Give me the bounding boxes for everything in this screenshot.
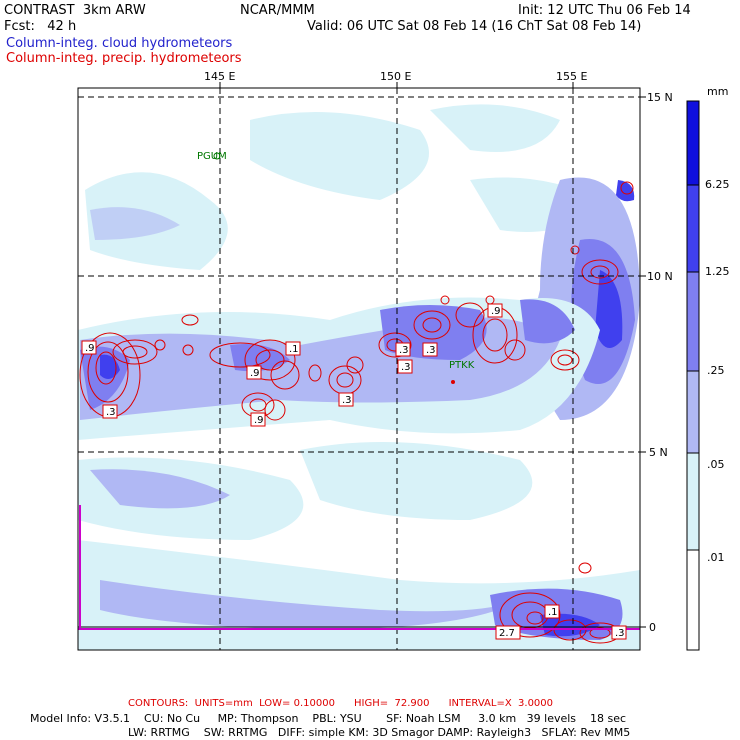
lon-label: 150 E — [380, 70, 412, 83]
contour-label: .3 — [615, 628, 625, 639]
colorbar-swatch — [686, 549, 700, 651]
contour-label: .3 — [426, 345, 436, 356]
cloud-legend: Column-integ. cloud hydrometeors — [6, 36, 233, 51]
contour-label: .1 — [548, 607, 558, 618]
colorbar-swatch — [686, 100, 700, 186]
model-info-line2: LW: RRTMG SW: RRTMG DIFF: simple KM: 3D … — [128, 726, 631, 739]
station-label-pgum: PGUM — [197, 151, 227, 162]
lat-label: 15 N — [647, 91, 673, 104]
colorbar — [686, 100, 700, 651]
grid-lines — [78, 88, 640, 650]
lon-label: 145 E — [204, 70, 236, 83]
lat-label: 0 — [649, 621, 656, 634]
precip-contours — [79, 181, 634, 644]
axis-ticks — [219, 82, 646, 628]
colorbar-swatch — [686, 370, 700, 454]
forecast-hour: Fcst: 42 h — [4, 19, 77, 34]
contour-info: CONTOURS: UNITS=mm LOW= 0.10000 HIGH= 72… — [128, 698, 554, 709]
colorbar-swatch — [686, 271, 700, 372]
colorbar-level: .01 — [707, 551, 725, 564]
station-label-ptkk: PTKK — [449, 360, 475, 371]
station-marker-pgum — [213, 152, 221, 160]
contour-label: .9 — [250, 368, 260, 379]
colorbar-level: .25 — [707, 364, 725, 377]
lat-label: 5 N — [649, 446, 668, 459]
contour-label: .9 — [254, 415, 264, 426]
colorbar-level: .05 — [707, 458, 725, 471]
init-time: Init: 12 UTC Thu 06 Feb 14 — [518, 3, 691, 18]
valid-time: Valid: 06 UTC Sat 08 Feb 14 (16 ChT Sat … — [307, 19, 642, 34]
model-info-line1: Model Info: V3.5.1 CU: No Cu MP: Thompso… — [30, 712, 627, 725]
contour-label: .9 — [85, 343, 95, 354]
contour-label: .3 — [106, 407, 116, 418]
contour-label: .9 — [491, 306, 501, 317]
colorbar-swatch — [686, 452, 700, 551]
cloud-field — [78, 104, 640, 650]
colorbar-unit: mm — [707, 85, 729, 98]
contour-label: .3 — [342, 395, 352, 406]
org-label: NCAR/MMM — [240, 3, 315, 18]
contour-label: 2.7 — [499, 628, 515, 639]
contour-label-boxes: .9 .3 .9 .9 .1 .3 .3 .3 .3 .9 .1 2.7 .3 — [81, 303, 627, 640]
colorbar-swatch — [686, 184, 700, 273]
plot-frame — [77, 87, 641, 651]
model-title: CONTRAST 3km ARW — [4, 3, 146, 18]
station-marker-ptkk — [451, 380, 455, 384]
contour-label: .1 — [289, 344, 299, 355]
lat-label: 10 N — [647, 270, 673, 283]
contour-label: .3 — [399, 345, 409, 356]
lon-label: 155 E — [556, 70, 588, 83]
precip-legend: Column-integ. precip. hydrometeors — [6, 51, 242, 66]
contour-label: .3 — [401, 362, 411, 373]
colorbar-level: 6.25 — [705, 178, 730, 191]
colorbar-level: 1.25 — [705, 265, 730, 278]
